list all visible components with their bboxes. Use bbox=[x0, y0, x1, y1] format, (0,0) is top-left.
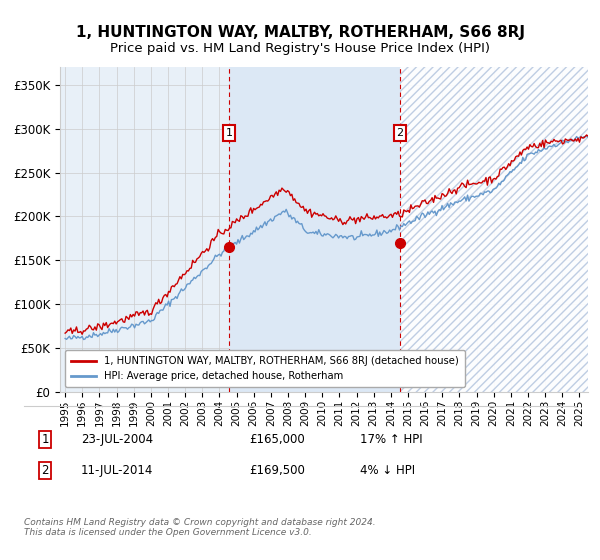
Text: Contains HM Land Registry data © Crown copyright and database right 2024.
This d: Contains HM Land Registry data © Crown c… bbox=[24, 518, 376, 538]
Text: Price paid vs. HM Land Registry's House Price Index (HPI): Price paid vs. HM Land Registry's House … bbox=[110, 42, 490, 55]
Text: 11-JUL-2014: 11-JUL-2014 bbox=[81, 464, 154, 477]
Text: 1, HUNTINGTON WAY, MALTBY, ROTHERHAM, S66 8RJ: 1, HUNTINGTON WAY, MALTBY, ROTHERHAM, S6… bbox=[76, 25, 524, 40]
Text: 2: 2 bbox=[41, 464, 49, 477]
Legend: 1, HUNTINGTON WAY, MALTBY, ROTHERHAM, S66 8RJ (detached house), HPI: Average pri: 1, HUNTINGTON WAY, MALTBY, ROTHERHAM, S6… bbox=[65, 350, 465, 387]
Text: 17% ↑ HPI: 17% ↑ HPI bbox=[360, 433, 422, 446]
Text: 2: 2 bbox=[397, 128, 404, 138]
Text: 4% ↓ HPI: 4% ↓ HPI bbox=[360, 464, 415, 477]
Bar bbox=[229, 67, 400, 392]
Text: £169,500: £169,500 bbox=[249, 464, 305, 477]
Text: 1: 1 bbox=[226, 128, 232, 138]
Bar bbox=[400, 67, 593, 392]
Text: £165,000: £165,000 bbox=[249, 433, 305, 446]
Text: 23-JUL-2004: 23-JUL-2004 bbox=[81, 433, 153, 446]
Text: 1: 1 bbox=[41, 433, 49, 446]
